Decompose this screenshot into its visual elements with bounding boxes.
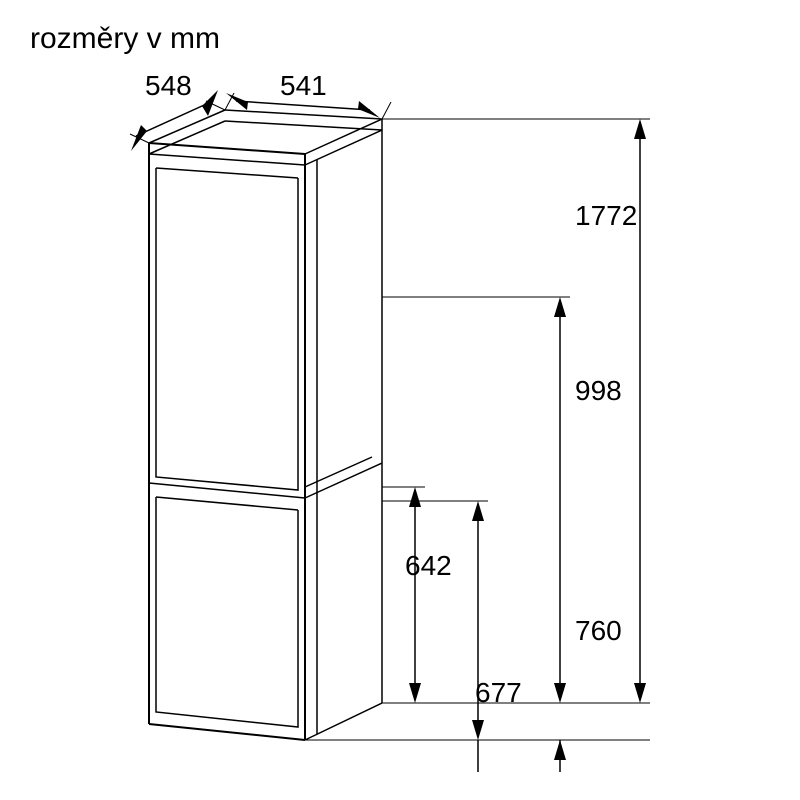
label-642: 642 [405,550,452,581]
lip-right-depth [305,130,382,165]
label-998: 998 [575,375,622,406]
dim-height-642: 642 [382,487,452,703]
edge-top-right-depth [305,119,382,154]
edge-back-top [225,110,382,119]
door-upper-front [156,168,298,490]
label-1772: 1772 [575,200,637,231]
door-lower-front [156,497,298,727]
lip-front [149,154,305,165]
label-760: 760 [575,615,622,646]
gap-front-lower [149,483,305,498]
edge-front-bottom [149,724,305,740]
dim-height-677: 677 [382,501,522,772]
dimension-drawing: rozměry v mm 548 [0,0,800,800]
door-upper-top [156,168,298,178]
dim-depth-548: 548 [130,70,225,151]
label-677: 677 [475,677,522,708]
label-548: 548 [145,70,192,101]
lip-back [225,121,382,130]
door-lower-top [156,497,298,510]
label-541: 541 [280,70,327,101]
drawing-title: rozměry v mm [30,22,220,55]
